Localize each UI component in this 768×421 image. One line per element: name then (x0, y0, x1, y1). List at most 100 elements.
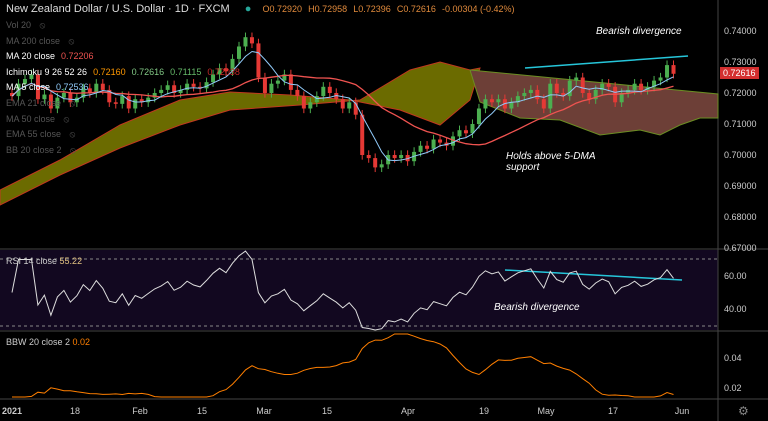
legend-item[interactable]: MA 20 close 0.72206 (6, 51, 94, 61)
candle-body (528, 89, 533, 93)
candle-body (483, 99, 488, 109)
ma20-line (11, 74, 674, 146)
candle (275, 75, 280, 89)
candle-body (172, 85, 177, 93)
market-status-icon: ● (244, 3, 252, 15)
ichimoku-cloud-bear (469, 69, 719, 136)
candle (600, 79, 605, 95)
candle (327, 82, 332, 98)
candle-body (22, 79, 27, 84)
time-tick: Apr (401, 406, 415, 416)
legend-label: Vol 20 (6, 20, 32, 30)
candle-body (580, 77, 585, 93)
candle (671, 60, 676, 79)
candle-body (262, 77, 267, 93)
candle (133, 94, 138, 114)
candle (373, 153, 378, 173)
price-tick: 0.70000 (724, 150, 757, 160)
candle (204, 77, 209, 93)
candle-body (113, 102, 118, 104)
candle-body (165, 85, 170, 90)
candle (191, 79, 196, 92)
bbw-legend[interactable]: BBW 20 close 2 0.02 (6, 337, 90, 347)
ohlc-change: -0.00304 (-0.42%) (441, 4, 515, 14)
candle-body (191, 83, 196, 87)
time-tick: 18 (70, 406, 80, 416)
candle (431, 134, 436, 154)
legend-value: 0.72160 (93, 66, 126, 77)
legend-label: BB 20 close 2 (6, 144, 62, 155)
eye-hidden-icon[interactable]: ⦸ (67, 144, 76, 155)
candle-body (535, 89, 540, 100)
annotation-5dma-support: Holds above 5-DMA support (506, 151, 596, 173)
candle-body (146, 97, 151, 103)
candle-body (152, 93, 157, 98)
legend-item[interactable]: EMA 21 close ⦸ (6, 98, 75, 109)
candle-body (418, 145, 423, 152)
price-tick: 0.73000 (724, 57, 757, 67)
legend-item[interactable]: Vol 20 ⦸ (6, 20, 45, 31)
eye-hidden-icon[interactable]: ⦸ (37, 20, 46, 30)
price-tick: 0.67000 (724, 243, 757, 253)
ohlc-open: O0.72920 (262, 4, 303, 14)
symbol-title[interactable]: New Zealand Dollar / U.S. Dollar · 1D · … (6, 3, 230, 15)
candle-body (438, 139, 443, 143)
candle (314, 91, 319, 107)
candle (262, 72, 267, 98)
candle (399, 150, 404, 163)
rsi-tick: 60.00 (724, 271, 747, 281)
candle-body (671, 65, 676, 74)
candle (10, 88, 14, 101)
candle (55, 93, 60, 114)
candle-body (48, 94, 53, 109)
candle-body (392, 155, 397, 159)
legend-item[interactable]: BB 20 close 2 ⦸ (6, 145, 76, 156)
candle-body (457, 130, 462, 137)
legend-item[interactable]: MA 200 close ⦸ (6, 36, 74, 47)
candle-body (451, 136, 456, 146)
candle (353, 97, 358, 120)
candle-body (230, 58, 235, 72)
legend-item[interactable]: MA 50 close ⦸ (6, 114, 69, 125)
candle-body (159, 89, 164, 93)
candle (652, 75, 657, 92)
candle-body (405, 155, 410, 162)
candle-body (10, 93, 14, 97)
eye-hidden-icon[interactable]: ⦸ (61, 113, 70, 124)
candle-body (314, 96, 319, 103)
candle (334, 88, 339, 104)
ohlc-close: C0.72616 (396, 4, 436, 14)
ma5-line (11, 50, 674, 162)
eye-hidden-icon[interactable]: ⦸ (66, 35, 75, 46)
time-tick: 19 (479, 406, 489, 416)
eye-hidden-icon[interactable]: ⦸ (67, 129, 76, 140)
candle (172, 80, 177, 98)
eye-hidden-icon[interactable]: ⦸ (67, 98, 76, 108)
legend-item[interactable]: EMA 55 close ⦸ (6, 129, 75, 140)
candle (379, 159, 384, 173)
rsi-legend[interactable]: RSI 14 close 55.22 (6, 256, 82, 266)
legend-item[interactable]: MA 5 close 0.72536 (6, 82, 89, 92)
last-price-badge: 0.72616 (720, 67, 759, 79)
candle-body (204, 82, 209, 89)
candle-body (632, 83, 637, 90)
candle-body (353, 102, 358, 115)
legend-value: 0.72038 (207, 66, 240, 77)
candle (249, 32, 254, 49)
candle (574, 72, 579, 86)
legend-item[interactable]: Ichimoku 9 26 52 26 0.72160 0.72616 0.71115… (6, 67, 240, 77)
candle (438, 134, 443, 148)
candle (665, 60, 670, 83)
ohlc-low: L0.72396 (353, 4, 391, 14)
settings-gear-icon[interactable]: ⚙ (738, 404, 749, 418)
candle (113, 97, 118, 109)
candle (236, 41, 241, 64)
candle-body (198, 86, 203, 89)
candle (120, 91, 125, 109)
candle-body (334, 93, 339, 100)
candle-body (541, 99, 546, 109)
candle-body (256, 43, 261, 78)
candle (476, 103, 481, 129)
candle (515, 91, 520, 107)
